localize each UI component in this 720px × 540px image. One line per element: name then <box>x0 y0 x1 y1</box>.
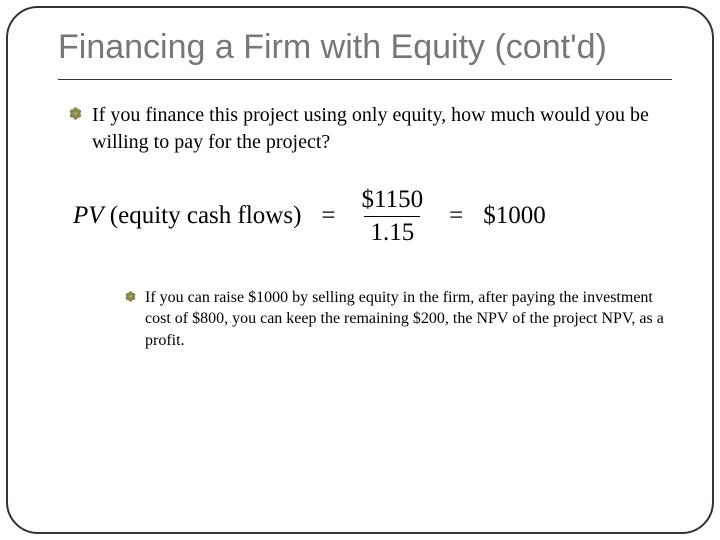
equation-rhs: $1000 <box>483 202 546 230</box>
bullet-level-1: If you finance this project using only e… <box>69 102 672 156</box>
bullet-1-text: If you finance this project using only e… <box>92 102 672 156</box>
denominator: 1.15 <box>364 216 420 247</box>
numerator: $1150 <box>356 186 430 216</box>
equation-lhs: PV (equity cash flows) <box>73 202 301 230</box>
fraction: $1150 1.15 <box>356 186 430 247</box>
pv-symbol: PV <box>73 202 104 229</box>
pv-paren: (equity cash flows) <box>110 202 302 229</box>
flower-bullet-icon <box>69 107 82 120</box>
bullet-level-2: If you can raise $1000 by selling equity… <box>125 287 672 352</box>
slide-title: Financing a Firm with Equity (cont'd) <box>58 26 672 80</box>
slide-frame: Financing a Firm with Equity (cont'd) If… <box>6 6 714 534</box>
equals-1: = <box>321 202 335 230</box>
equation: PV (equity cash flows) = $1150 1.15 = $1… <box>73 186 672 247</box>
equals-2: = <box>449 202 463 230</box>
bullet-2-text: If you can raise $1000 by selling equity… <box>145 287 672 352</box>
flower-bullet-icon <box>125 291 136 302</box>
